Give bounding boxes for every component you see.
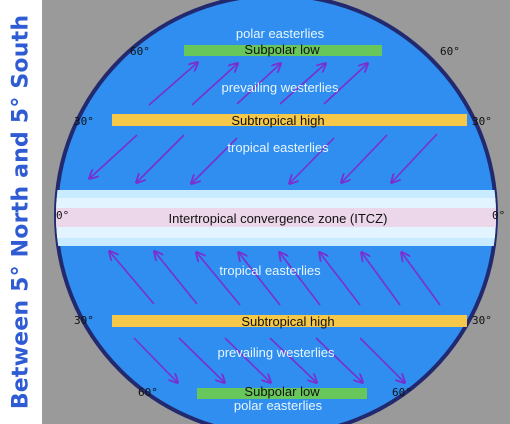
- latitude-60-north-right: 60°: [440, 45, 460, 58]
- north-subtropical-high-label: Subtropical high: [231, 113, 324, 128]
- latitude-60-south-left: 60°: [138, 386, 158, 399]
- wind-arrow: [90, 134, 138, 178]
- north-westerlies-label: prevailing westerlies: [221, 80, 339, 95]
- diagram-panel: Subpolar low Subtropical high Intertropi…: [42, 0, 510, 424]
- itcz-band: [56, 208, 496, 227]
- wind-arrow: [224, 337, 270, 382]
- south-polar-easterlies-label: polar easterlies: [234, 398, 323, 413]
- latitude-0-right: 0°: [492, 209, 505, 222]
- north-subtropical-high-band: [112, 114, 467, 126]
- north-subpolar-low-band: [184, 45, 382, 56]
- north-polar-easterlies-label: polar easterlies: [236, 26, 325, 41]
- latitude-60-north-left: 60°: [130, 45, 150, 58]
- south-tropical-label: tropical easterlies: [219, 263, 321, 278]
- south-tropical-arrows: [110, 252, 441, 306]
- wind-arrow: [192, 137, 238, 183]
- wind-arrow: [342, 134, 388, 182]
- wind-arrow: [236, 64, 280, 105]
- wind-arrow: [197, 253, 241, 306]
- south-subpolar-low-band: [197, 388, 367, 399]
- south-subtropical-high-label: Subtropical high: [241, 314, 334, 329]
- wind-arrow: [290, 137, 335, 183]
- south-westerlies-arrows: [133, 337, 404, 382]
- wind-arrow: [280, 253, 321, 306]
- wind-arrow: [402, 253, 441, 306]
- globe-contents: [56, 190, 496, 246]
- wind-arrow: [178, 337, 224, 382]
- wind-arrow: [320, 253, 361, 306]
- wind-arrow: [323, 64, 367, 105]
- north-subpolar-low-label: Subpolar low: [244, 42, 320, 57]
- latitude-30-south-left: 30°: [74, 314, 94, 327]
- wind-arrow: [148, 63, 197, 106]
- south-subpolar-low-label: Subpolar low: [244, 384, 320, 399]
- wind-arrow: [191, 64, 237, 106]
- south-westerlies-label: prevailing westerlies: [217, 345, 335, 360]
- south-subtropical-high-band: [112, 315, 467, 327]
- wind-arrow: [279, 64, 325, 105]
- globe-diagram: Subpolar low Subtropical high Intertropi…: [54, 0, 505, 424]
- north-tropical-label: tropical easterlies: [227, 140, 329, 155]
- wind-arrow: [155, 252, 198, 305]
- north-westerlies-arrows: [148, 63, 367, 106]
- latitude-30-south-right: 30°: [472, 314, 492, 327]
- wind-arrow: [359, 337, 404, 382]
- side-title-container: Between 5° North and 5° South: [0, 0, 42, 424]
- latitude-30-north-right: 30°: [472, 115, 492, 128]
- side-title: Between 5° North and 5° South: [8, 14, 34, 410]
- latitude-60-south-right: 60°: [392, 386, 412, 399]
- north-tropical-arrows: [90, 133, 438, 183]
- wind-arrow: [239, 253, 281, 306]
- wind-arrow: [315, 337, 362, 382]
- wind-arrow: [133, 337, 177, 382]
- latitude-30-north-left: 30°: [74, 115, 94, 128]
- wind-arrow: [110, 252, 155, 305]
- itcz-label: Intertropical convergence zone (ITCZ): [169, 211, 388, 226]
- wind-arrow: [392, 133, 438, 182]
- wind-arrow: [137, 134, 185, 182]
- wind-arrow: [362, 253, 401, 306]
- latitude-0-left: 0°: [56, 209, 69, 222]
- wind-arrow: [269, 337, 316, 382]
